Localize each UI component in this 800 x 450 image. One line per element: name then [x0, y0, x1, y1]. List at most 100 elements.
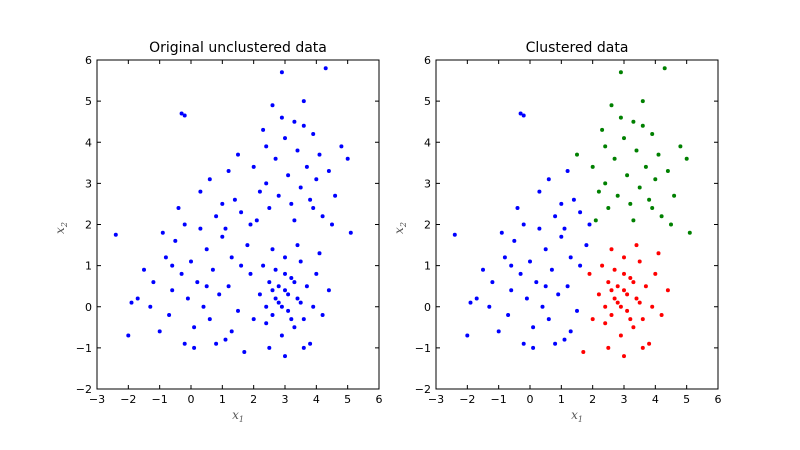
scatter-point: [549, 267, 554, 272]
x-tick-label: 3: [621, 393, 628, 406]
scatter-point: [151, 280, 156, 285]
y-tick-label: −2: [76, 383, 92, 396]
scatter-point: [148, 304, 153, 309]
scatter-point: [239, 263, 244, 268]
scatter-point: [267, 280, 272, 285]
scatter-point: [126, 333, 131, 338]
scatter-point: [298, 259, 303, 264]
scatter-point: [176, 206, 181, 210]
scatter-point: [637, 259, 642, 264]
scatter-point: [559, 234, 564, 239]
scatter-point: [339, 144, 344, 149]
scatter-point: [496, 329, 501, 334]
x-tick-label: 0: [188, 393, 195, 406]
scatter-point: [643, 284, 648, 289]
scatter-point: [612, 267, 617, 272]
scatter-point: [643, 164, 648, 169]
scatter-point: [534, 280, 539, 285]
scatter-point: [609, 313, 614, 317]
scatter-point: [273, 156, 278, 161]
scatter-point: [647, 197, 652, 202]
scatter-point: [160, 230, 165, 235]
scatter-point: [273, 267, 278, 272]
y-tick-label: 0: [424, 301, 431, 314]
scatter-point: [631, 119, 636, 124]
scatter-point: [606, 206, 611, 210]
scatter-point: [615, 284, 620, 289]
scatter-point: [631, 325, 636, 330]
scatter-point: [167, 313, 172, 317]
y-tick-label: 1: [85, 260, 92, 273]
scatter-point: [286, 173, 291, 178]
scatter-point: [678, 144, 683, 149]
scatter-point: [562, 337, 567, 342]
scatter-point: [481, 267, 485, 272]
scatter-point: [606, 280, 611, 285]
scatter-point: [283, 354, 287, 359]
scatter-point: [289, 276, 294, 280]
scatter-point: [295, 148, 300, 153]
scatter-point: [600, 263, 605, 268]
scatter-point: [226, 284, 231, 289]
x-tick-label: 6: [715, 393, 722, 406]
scatter-point: [192, 345, 197, 350]
scatter-point: [603, 144, 608, 149]
scatter-point: [546, 317, 551, 322]
scatter-point: [575, 152, 579, 157]
scatter-point: [622, 288, 626, 293]
y-tick-label: −2: [415, 383, 431, 396]
scatter-point: [490, 280, 495, 285]
scatter-point: [596, 292, 601, 297]
scatter-point: [236, 152, 240, 157]
scatter-point: [609, 288, 614, 293]
scatter-point: [465, 333, 470, 338]
scatter-point: [270, 103, 275, 108]
scatter-point: [311, 304, 316, 309]
scatter-point: [612, 296, 617, 301]
scatter-point: [568, 329, 573, 334]
scatter-point: [521, 222, 526, 227]
scatter-point: [452, 232, 457, 237]
x-tick-label: 4: [652, 393, 659, 406]
scatter-point: [575, 308, 579, 313]
scatter-point: [659, 313, 664, 317]
scatter-point: [270, 313, 275, 317]
scatter-point: [214, 341, 219, 346]
scatter-point: [283, 136, 287, 141]
scatter-point: [581, 350, 586, 354]
scatter-point: [553, 214, 558, 219]
x-tick-label: −1: [491, 393, 507, 406]
scatter-point: [286, 308, 291, 313]
scatter-point: [618, 70, 623, 75]
scatter-point: [267, 345, 272, 350]
scatter-point: [314, 177, 319, 182]
scatter-point: [192, 325, 197, 330]
scatter-point: [612, 156, 617, 161]
scatter-point: [254, 218, 259, 223]
scatter-point: [474, 296, 479, 301]
scatter-point: [333, 193, 338, 198]
scatter-point: [531, 325, 536, 330]
scatter-point: [524, 296, 529, 301]
scatter-point: [609, 247, 614, 252]
scatter-point: [223, 337, 228, 342]
scatter-point: [565, 284, 570, 289]
scatter-point: [622, 255, 626, 260]
scatter-point: [179, 271, 184, 276]
scatter-point: [603, 181, 608, 186]
scatter-point: [330, 222, 334, 227]
y-tick-label: −1: [76, 342, 92, 355]
scatter-point: [590, 164, 595, 169]
plot-frame: [96, 59, 380, 390]
x-tick-label: −3: [89, 393, 105, 406]
scatter-point: [207, 177, 212, 182]
scatter-point: [217, 292, 222, 297]
y-tick-label: 6: [424, 54, 431, 67]
x-axis-label: x1: [571, 408, 583, 424]
y-axis-label: x2: [392, 222, 408, 234]
scatter-point: [662, 66, 667, 71]
scatter-point: [308, 341, 313, 346]
scatter-point: [264, 144, 269, 149]
scatter-point: [311, 132, 316, 136]
